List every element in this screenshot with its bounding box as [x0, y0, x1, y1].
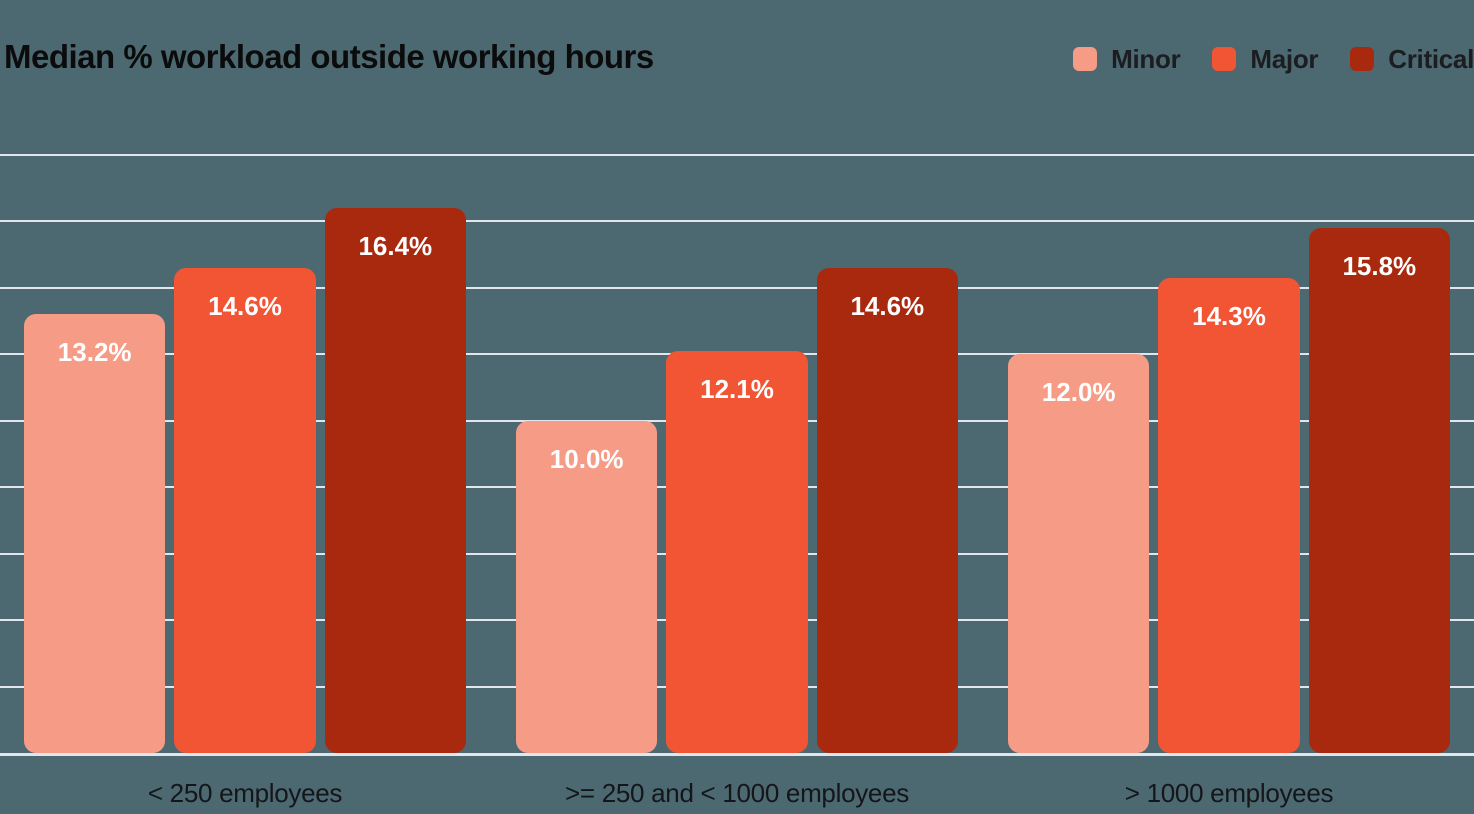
x-axis-label-2: >= 250 and < 1000 employees [565, 778, 909, 808]
bar-value-label: 13.2% [57, 337, 132, 368]
bar-minor-group-1: 13.2% [24, 314, 166, 753]
x-axis-label-1: < 250 employees [147, 778, 343, 808]
bar-critical-group-1: 16.4% [324, 208, 466, 753]
gridline-16 [0, 220, 1474, 223]
bar-group-1: 13.2% 14.6% 16.4% [24, 155, 466, 753]
legend-swatch-major [1212, 47, 1237, 71]
legend-label-critical: Critical [1388, 44, 1474, 74]
bar-value-label: 12.1% [700, 374, 774, 405]
legend-item-major: Major [1212, 44, 1319, 74]
legend-item-minor: Minor [1073, 44, 1181, 74]
bar-group-3: 12.0% 14.3% 15.8% [1008, 155, 1450, 753]
gridline-18 [0, 154, 1474, 156]
legend-item-critical: Critical [1350, 46, 1474, 72]
bar-critical-group-3: 15.8% [1308, 228, 1450, 753]
legend: Minor Major Critical [1073, 46, 1474, 72]
plot-area: 13.2% 14.6% 16.4% 10.0% 12.1% 14.6% 12.0% 14.3%… [0, 154, 1474, 756]
legend-swatch-critical [1350, 47, 1375, 71]
x-axis: < 250 employees >= 250 and < 1000 employe… [0, 779, 1474, 808]
bar-value-label: 15.8% [1342, 251, 1417, 282]
bar-group-2: 10.0% 12.1% 14.6% [516, 155, 958, 753]
x-axis-label-3: > 1000 employees [1124, 778, 1334, 808]
bar-value-label: 14.3% [1192, 300, 1266, 331]
chart-title: Median % workload outside working hours [4, 38, 654, 75]
bar-minor-group-2: 10.0% [516, 420, 658, 753]
bar-value-label: 14.6% [850, 290, 925, 321]
legend-label-major: Major [1250, 44, 1319, 74]
bar-value-label: 16.4% [358, 231, 433, 262]
gridline-14 [0, 286, 1474, 289]
bar-minor-group-3: 12.0% [1008, 354, 1150, 753]
bar-value-label: 12.0% [1041, 377, 1116, 408]
legend-swatch-minor [1073, 47, 1098, 71]
bar-groups: 13.2% 14.6% 16.4% 10.0% 12.1% 14.6% 12.0% 14.3%… [0, 155, 1474, 753]
bar-major-group-2: 12.1% [666, 351, 808, 753]
bar-value-label: 10.0% [549, 443, 624, 474]
x-axis-baseline [0, 753, 1474, 756]
bar-major-group-1: 14.6% [174, 267, 316, 753]
bar-critical-group-2: 14.6% [816, 267, 958, 753]
legend-label-minor: Minor [1111, 44, 1181, 74]
bar-major-group-3: 14.3% [1158, 277, 1300, 753]
bar-value-label: 14.6% [208, 290, 282, 321]
